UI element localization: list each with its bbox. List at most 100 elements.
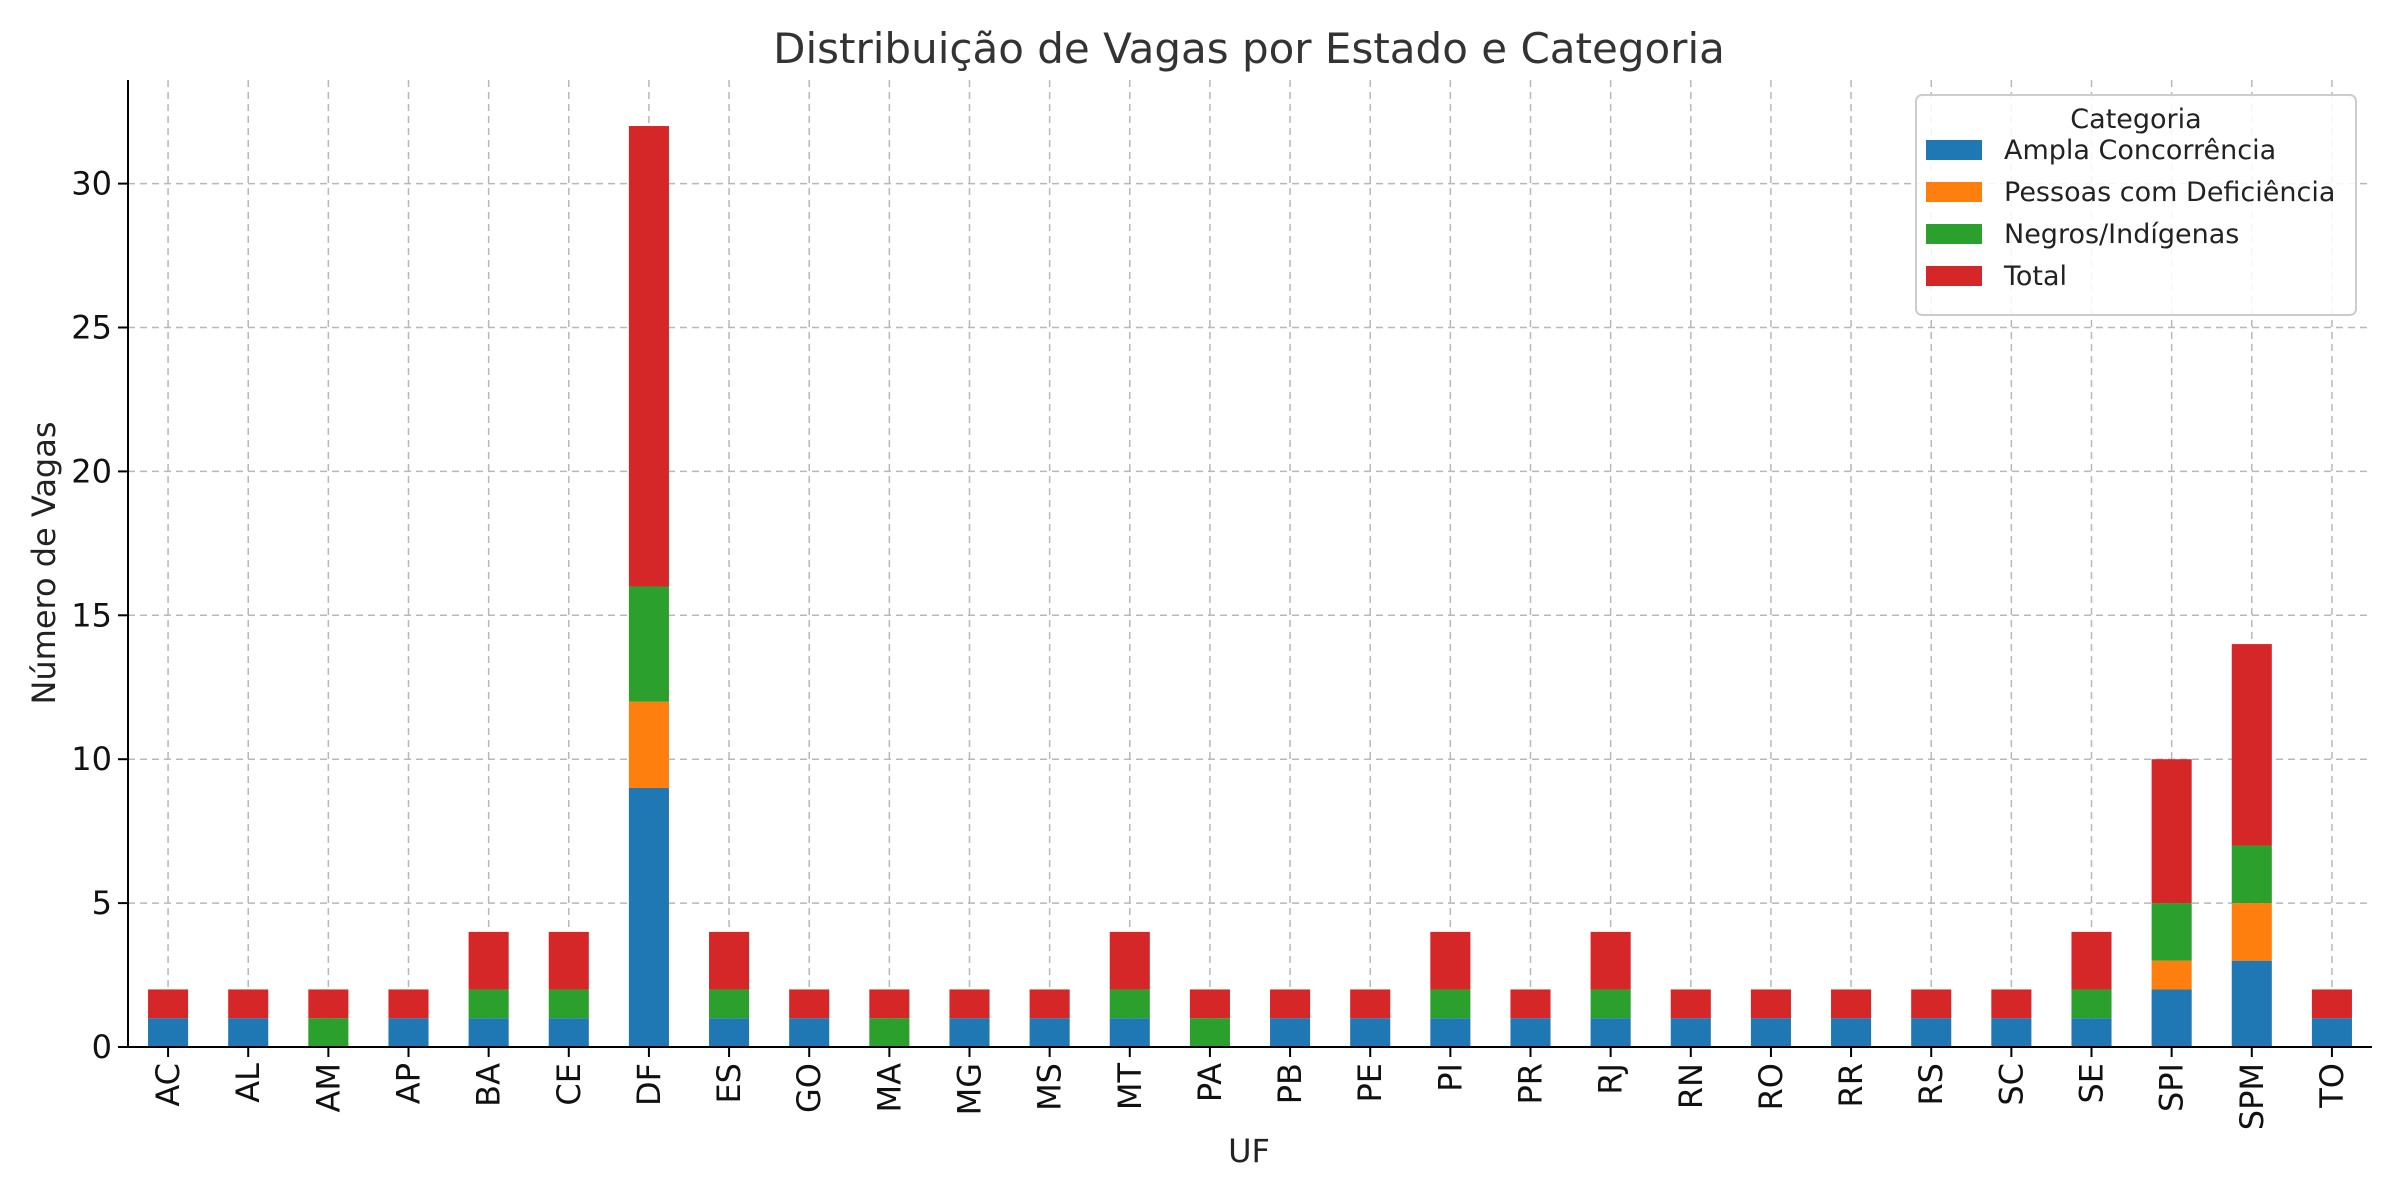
bar-segment [228,1018,269,1047]
x-tick-label: MA [870,1063,908,1113]
legend-swatch [1926,140,1982,160]
bar-segment [388,989,429,1019]
bar-segment [789,1018,830,1047]
x-tick-label: PR [1512,1063,1550,1105]
bar-segment [2151,960,2192,990]
bar-segment [1430,931,1471,990]
x-tick-label: DF [630,1063,668,1106]
bar-segment [1029,1018,1070,1047]
bar-segment [1991,1018,2032,1047]
x-tick-label: RO [1752,1063,1790,1110]
bar-segment [949,989,990,1019]
x-tick-label: SE [2073,1063,2111,1104]
bar-segment [709,989,750,1019]
bar-segment [709,931,750,990]
bar-segment [789,989,830,1019]
bar-segment [1109,931,1150,990]
x-tick-label: MT [1111,1063,1149,1111]
bar-segment [949,1018,990,1047]
bar-segment [2231,903,2272,961]
bar-segment [1189,989,1230,1019]
bar-segment [2151,989,2192,1047]
x-tick-label: RN [1672,1063,1710,1109]
x-tick-label: SPM [2233,1063,2271,1130]
bar-segment [1670,989,1711,1019]
bar-segment [1510,1018,1551,1047]
legend: Categoria Ampla Concorrência Pessoas com … [1915,94,2357,316]
legend-items: Ampla Concorrência Pessoas com Deficiênci… [1926,135,2335,292]
x-tick-label: PB [1271,1063,1309,1104]
bar-segment [308,1018,349,1047]
bar-segment [1029,989,1070,1019]
y-tick-label: 25 [71,309,112,347]
bar-segment [1590,931,1631,990]
bar-segment [1430,1018,1471,1047]
bar-segment [2151,903,2192,961]
bar-segment [548,1018,589,1047]
x-tick-label: MG [951,1063,989,1115]
bar-segment [1750,1018,1791,1047]
bar-segment [1350,989,1391,1019]
bar-segment [2151,759,2192,904]
bar-segment [548,931,589,990]
bars [148,126,2352,1047]
bar-segment [709,1018,750,1047]
legend-label: Total [2003,261,2067,292]
bar-segment [1831,1018,1872,1047]
legend-label: Ampla Concorrência [2004,135,2276,166]
bar-segment [1430,989,1471,1019]
x-tick-label: PA [1191,1063,1229,1102]
bar-segment [388,1018,429,1047]
bar-segment [2071,1018,2112,1047]
bar-segment [1590,1018,1631,1047]
x-tick-label: RR [1832,1063,1870,1107]
x-tick-label: PE [1351,1063,1389,1103]
bar-segment [1590,989,1631,1019]
y-tick-label: 15 [71,596,112,634]
x-tick-label: MS [1031,1063,1069,1111]
bar-segment [1991,989,2032,1019]
bar-segment [1270,989,1311,1019]
bar-segment [869,989,910,1019]
x-tick-label: AL [229,1063,267,1103]
bar-segment [869,1018,910,1047]
bar-segment [628,701,669,788]
bar-segment [1911,989,1952,1019]
y-tick-label: 30 [71,165,112,203]
y-tick-label: 20 [71,452,112,490]
bar-segment [548,989,589,1019]
x-ticks: AC AL AM AP BA CE DF ES GO MA MG MS MT PA PB PE PI PR RJ RN… [149,1047,2351,1130]
bar-segment [2071,931,2112,990]
x-tick-label: AP [390,1063,428,1104]
bar-segment [1350,1018,1391,1047]
bar-segment [2231,960,2272,1047]
legend-box [1915,94,2357,316]
bar-segment [1750,989,1791,1019]
x-tick-label: AM [309,1063,347,1113]
x-tick-label: TO [2313,1063,2351,1109]
legend-swatch [1926,224,1982,244]
x-tick-label: ES [710,1063,748,1104]
x-tick-label: CE [550,1063,588,1106]
bar-segment [468,989,509,1019]
bar-segment [148,989,189,1019]
y-tick-label: 5 [92,884,112,922]
x-tick-label: AC [149,1063,187,1107]
x-tick-label: SPI [2153,1063,2191,1112]
legend-swatch [1926,266,1982,286]
chart-title: Distribuição de Vagas por Estado e Categ… [773,24,1725,73]
bar-segment [1270,1018,1311,1047]
bar-segment [1109,1018,1150,1047]
bar-segment [1670,1018,1711,1047]
bar-segment [1911,1018,1952,1047]
bar-segment [228,989,269,1019]
x-tick-label: RS [1912,1063,1950,1106]
y-tick-label: 10 [71,740,112,778]
bar-segment [628,126,669,587]
bar-segment [628,586,669,702]
bar-segment [308,989,349,1019]
y-tick-label: 0 [92,1028,112,1066]
x-tick-label: GO [790,1063,828,1113]
bar-segment [468,1018,509,1047]
